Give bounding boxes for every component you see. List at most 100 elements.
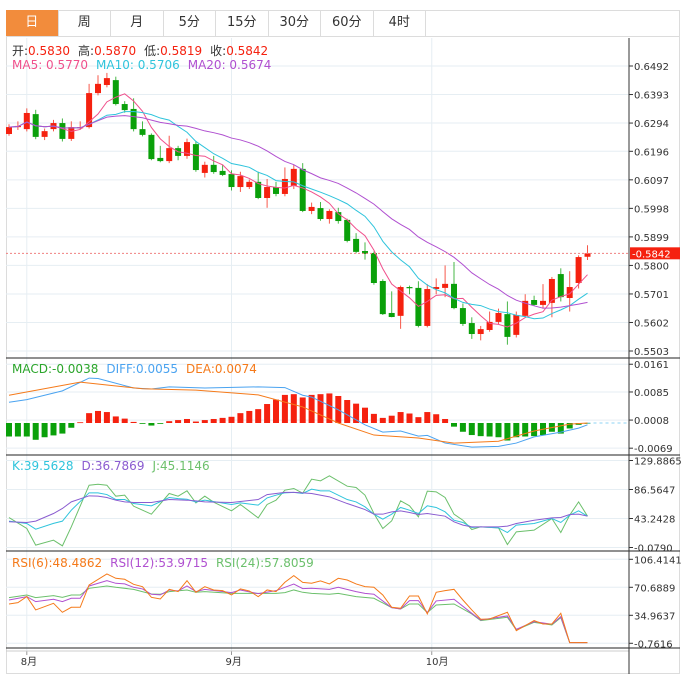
candle-body — [522, 300, 529, 316]
macd-bar — [175, 420, 182, 423]
macd-bar — [148, 423, 155, 426]
tab-1[interactable]: 周 — [59, 10, 111, 36]
macd-bar — [184, 418, 190, 423]
rsi-legend-item: RSI(12):53.9715 — [110, 556, 208, 570]
candle-body — [228, 174, 235, 188]
kdj-tick-label: 86.5647 — [634, 486, 675, 497]
macd-bar — [504, 423, 511, 441]
candle — [575, 255, 582, 289]
candle-body — [531, 300, 538, 305]
candle-body — [468, 323, 475, 335]
candle — [308, 202, 315, 215]
macd-bar — [415, 417, 422, 423]
candle-body — [388, 312, 395, 318]
kdj-j-line — [8, 475, 588, 547]
candle — [255, 171, 262, 200]
price-tick-label: 0.6097 — [634, 176, 669, 187]
candle — [148, 133, 155, 161]
candle — [157, 145, 164, 163]
candle-body — [335, 212, 342, 222]
macd-bar — [77, 422, 84, 424]
ohlc-value: 0.5870 — [94, 44, 137, 58]
macd-bar — [299, 397, 306, 423]
rsi24-line — [8, 585, 588, 644]
ma-legend-item: MA10: 0.5706 — [96, 58, 180, 72]
dea-line — [8, 381, 588, 444]
candle — [531, 295, 538, 306]
candle — [184, 138, 190, 159]
tab-6[interactable]: 60分 — [321, 10, 374, 36]
macd-bar — [192, 421, 199, 423]
ohlc-value: 0.5819 — [160, 44, 203, 58]
tab-7[interactable]: 4时 — [374, 10, 426, 36]
candle-body — [264, 187, 271, 198]
macd-bar — [121, 418, 128, 423]
rsi-legend-item: RSI(6):48.4862 — [12, 556, 103, 570]
tab-4[interactable]: 15分 — [216, 10, 269, 36]
candle-body — [344, 219, 351, 241]
macd-bar — [406, 413, 413, 423]
macd-bar — [264, 404, 271, 423]
ma-legend-item: MA20: 0.5674 — [187, 58, 272, 72]
candle-body — [41, 131, 48, 137]
rsi-tick-label: 106.4141 — [634, 555, 682, 566]
candle-body — [59, 123, 66, 139]
macd-bar — [433, 414, 440, 423]
diff-line — [8, 377, 588, 448]
macd-bar — [281, 394, 288, 423]
candle — [504, 301, 511, 345]
candle — [388, 291, 395, 318]
candle — [246, 179, 253, 190]
ohlc-label: 高: — [78, 44, 95, 58]
candle-body — [406, 287, 413, 289]
candle — [344, 218, 351, 243]
candle-body — [290, 168, 297, 186]
last-price-label: -0.5842 — [632, 249, 671, 260]
candle-body — [273, 187, 279, 194]
macd-bar — [353, 403, 360, 423]
macd-bar — [388, 415, 395, 423]
macd-tick-label: -0.0069 — [634, 444, 673, 455]
tab-2[interactable]: 月 — [111, 10, 164, 36]
candle — [362, 242, 368, 260]
candle — [557, 268, 564, 302]
candle — [370, 251, 377, 285]
candle-body — [477, 329, 484, 335]
macd-bar — [362, 407, 368, 423]
candle-body — [317, 208, 324, 220]
candle-body — [566, 287, 573, 298]
macd-bar — [397, 412, 404, 423]
candle — [166, 135, 173, 164]
tab-5[interactable]: 30分 — [269, 10, 321, 36]
rsi-legend: RSI(6):48.4862 RSI(12):53.9715 RSI(24):57.… — [12, 556, 322, 570]
candle-body — [281, 178, 288, 194]
candle-body — [6, 127, 12, 135]
macd-bar — [477, 423, 484, 437]
candle — [103, 72, 110, 88]
macd-bar — [557, 423, 564, 434]
tab-3[interactable]: 5分 — [164, 10, 216, 36]
macd-bar — [219, 417, 226, 423]
candle-body — [299, 168, 306, 211]
candle — [397, 285, 404, 329]
candle-body — [23, 112, 30, 130]
macd-bar — [59, 423, 66, 434]
macd-bar — [237, 413, 244, 423]
candle-body — [237, 176, 244, 188]
tab-0[interactable]: 日 — [6, 10, 59, 36]
candle — [566, 271, 573, 312]
ohlc-value: 0.5842 — [226, 44, 269, 58]
period-tabs: 日周月 5分 15分 30分 60分 4时 — [6, 10, 680, 37]
kdj-tick-label: -0.0790 — [634, 543, 673, 554]
candle-body — [255, 181, 262, 198]
macd-bar — [139, 423, 146, 424]
candle-body — [219, 170, 226, 175]
macd-bar — [424, 412, 431, 423]
kdj-d-line — [8, 491, 588, 528]
rsi-tick-label: 70.6889 — [634, 583, 675, 594]
macd-tick-label: 0.0085 — [634, 388, 669, 399]
candle-body — [201, 164, 208, 173]
candle-body — [103, 78, 110, 86]
candle — [264, 178, 271, 208]
